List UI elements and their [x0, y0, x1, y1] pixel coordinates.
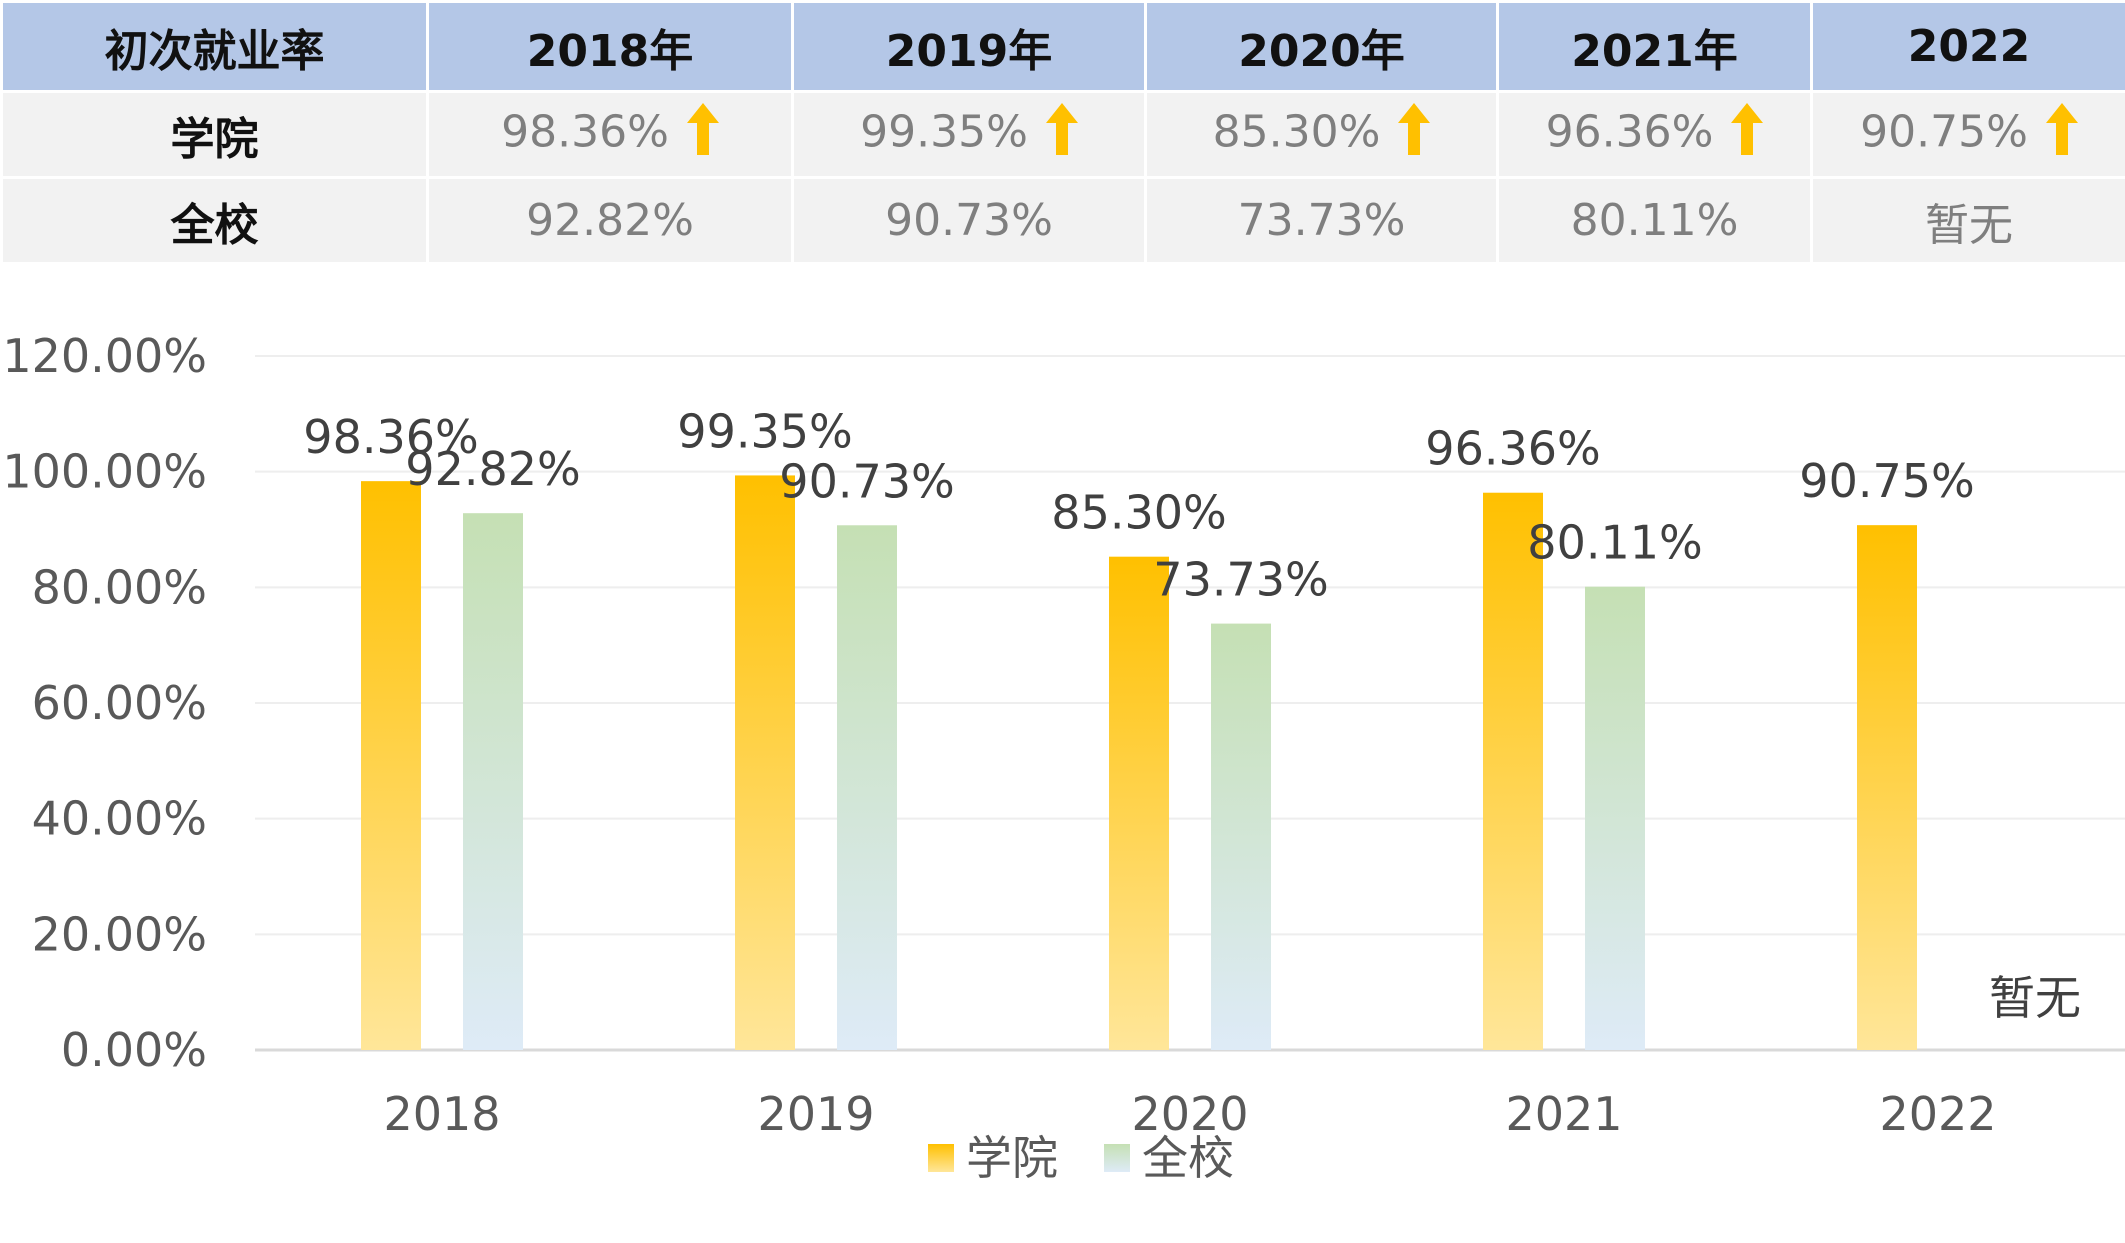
- y-tick-label: 40.00%: [32, 792, 207, 846]
- summary-table: 初次就业率 2018年 2019年 2020年 2021年 2022 学院 98…: [0, 0, 2125, 265]
- data-label: 92.82%: [405, 442, 580, 496]
- table-cell: 99.35%: [791, 90, 1147, 179]
- table-cell: 96.36%: [1496, 90, 1813, 179]
- row-label-university: 全校: [0, 176, 429, 265]
- legend-swatch: [1104, 1144, 1130, 1172]
- y-tick-label: 60.00%: [32, 676, 207, 730]
- table-header-row: 初次就业率 2018年 2019年 2020年 2021年 2022: [0, 0, 2125, 93]
- header-cell-2020: 2020年: [1144, 0, 1499, 93]
- bar: [463, 513, 523, 1050]
- bar: [735, 475, 795, 1050]
- gridlines: [255, 355, 2125, 1052]
- x-tick-label: 2018: [383, 1087, 500, 1141]
- y-tick-label: 20.00%: [32, 907, 207, 961]
- data-label: 90.73%: [779, 454, 954, 508]
- y-tick-label: 100.00%: [2, 445, 207, 499]
- up-arrow-icon: [1731, 103, 1764, 166]
- bar: [1483, 492, 1543, 1050]
- bar-chart: 0.00% 20.00% 40.00% 60.00% 80.00% 100.00% 120.…: [2, 329, 2125, 1185]
- data-label: 98.36%: [303, 410, 478, 464]
- legend-label: 全校: [1142, 1131, 1234, 1185]
- table-cell: 90.73%: [791, 176, 1147, 265]
- header-cell-2018: 2018年: [426, 0, 794, 93]
- data-labels: 98.36%92.82% 99.35%90.73% 85.30% 73.73% 96.3…: [303, 404, 2081, 1025]
- bar: [1857, 525, 1917, 1050]
- x-tick-label: 2022: [1879, 1087, 1996, 1141]
- header-cell-2021: 2021年: [1496, 0, 1813, 93]
- table-cell: 90.75%: [1810, 90, 2125, 179]
- table-cell: 暂无: [1810, 176, 2125, 265]
- data-label: 73.73%: [1153, 553, 1328, 607]
- data-label: 暂无: [1989, 971, 2081, 1025]
- x-axis-ticks: 2018 2019 2020 2021 2022: [383, 1087, 1996, 1141]
- bar: [837, 525, 897, 1050]
- up-arrow-icon: [2045, 103, 2078, 166]
- y-tick-label: 80.00%: [32, 560, 207, 614]
- header-cell-2022: 2022: [1810, 0, 2125, 93]
- table-cell: 80.11%: [1496, 176, 1813, 265]
- table-cell: 85.30%: [1144, 90, 1499, 179]
- data-label: 90.75%: [1799, 454, 1974, 508]
- header-cell-2019: 2019年: [791, 0, 1147, 93]
- legend-swatch: [928, 1144, 954, 1172]
- cell-value: 90.75%: [1860, 106, 2028, 158]
- x-tick-label: 2020: [1131, 1087, 1248, 1141]
- row-label-college: 学院: [0, 90, 429, 179]
- data-label: 80.11%: [1527, 516, 1702, 570]
- data-label: 96.36%: [1425, 422, 1600, 476]
- legend: 学院 全校: [928, 1131, 1234, 1185]
- y-tick-label: 120.00%: [2, 329, 207, 383]
- y-tick-label: 0.00%: [61, 1023, 207, 1077]
- y-axis-ticks: 0.00% 20.00% 40.00% 60.00% 80.00% 100.00% 120.…: [2, 329, 207, 1077]
- bar: [1585, 586, 1645, 1050]
- cell-value: 99.35%: [860, 106, 1028, 158]
- header-cell-metric: 初次就业率: [0, 0, 429, 93]
- cell-value: 85.30%: [1212, 106, 1381, 158]
- x-tick-label: 2019: [757, 1087, 874, 1141]
- cell-value: 96.36%: [1545, 106, 1714, 158]
- up-arrow-icon: [686, 103, 719, 166]
- bar: [361, 481, 421, 1050]
- cell-value: 98.36%: [501, 106, 669, 158]
- table-cell: 98.36%: [426, 90, 794, 179]
- table-row-college: 学院 98.36% 99.35% 85.30% 96.36% 90.75%: [0, 90, 2125, 179]
- bars: [361, 475, 1917, 1050]
- legend-label: 学院: [966, 1131, 1058, 1185]
- x-tick-label: 2021: [1505, 1087, 1622, 1141]
- up-arrow-icon: [1398, 103, 1431, 166]
- table-cell: 73.73%: [1144, 176, 1499, 265]
- data-label: 99.35%: [677, 404, 852, 458]
- table-row-university: 全校 92.82% 90.73% 73.73% 80.11% 暂无: [0, 176, 2125, 265]
- bar: [1109, 556, 1169, 1050]
- up-arrow-icon: [1045, 103, 1078, 166]
- data-label: 85.30%: [1051, 486, 1226, 540]
- table-cell: 92.82%: [426, 176, 794, 265]
- bar: [1211, 623, 1271, 1050]
